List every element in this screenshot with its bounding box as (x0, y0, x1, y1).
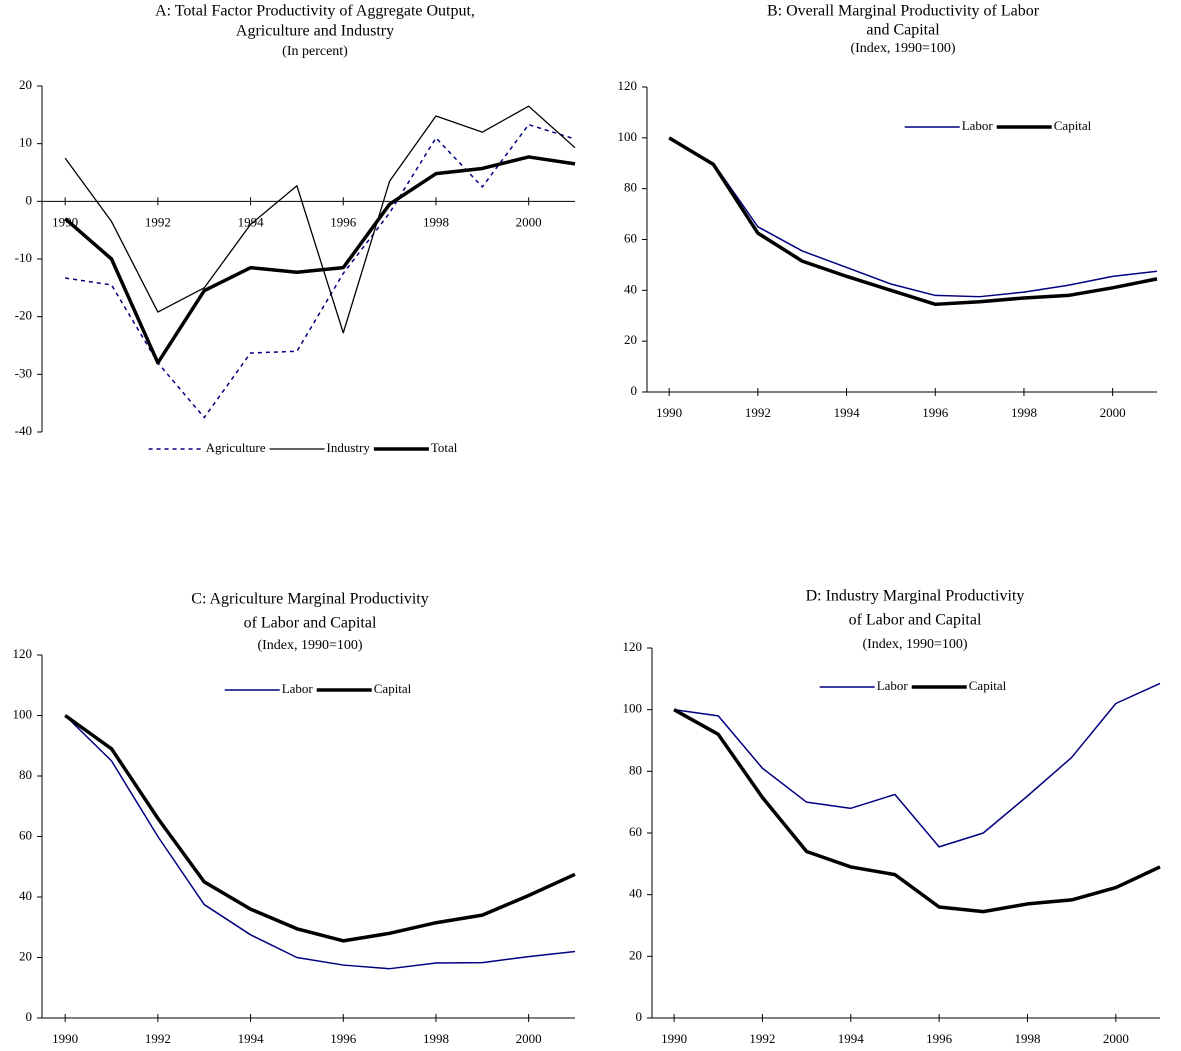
chart-title: and Capital (866, 22, 940, 39)
chart-title: of Labor and Capital (244, 615, 377, 632)
chart-title: of Labor and Capital (849, 612, 982, 629)
legend-label: Agriculture (206, 440, 266, 455)
chart-title: Agriculture and Industry (236, 23, 394, 40)
x-tick-label: 1994 (238, 1031, 265, 1046)
x-tick-label: 1996 (922, 405, 949, 420)
chart-title: A: Total Factor Productivity of Aggregat… (155, 3, 475, 20)
chart-subtitle: (Index, 1990=100) (850, 41, 955, 56)
y-tick-label: 100 (623, 701, 643, 716)
x-tick-label: 1998 (1014, 1031, 1040, 1046)
legend: Agriculture Industry Total (148, 440, 458, 455)
x-tick-label: 1992 (145, 1031, 171, 1046)
legend: Labor Capital (224, 681, 412, 696)
x-tick-label: 1992 (145, 214, 171, 229)
y-tick-label: 10 (19, 135, 32, 150)
y-tick-label: 80 (19, 767, 32, 782)
series-line (673, 708, 1161, 914)
y-tick-label: 40 (624, 281, 637, 296)
y-tick-label: -30 (15, 365, 32, 380)
x-tick-label: 1994 (838, 1031, 865, 1046)
y-tick-label: 80 (624, 180, 637, 195)
y-tick-label: 60 (629, 824, 642, 839)
y-tick-label: 20 (629, 947, 642, 962)
y-tick-label: 40 (19, 888, 32, 903)
y-tick-label: 0 (26, 192, 33, 207)
x-tick-label: 1996 (330, 1031, 357, 1046)
y-tick-label: 0 (26, 1009, 33, 1024)
x-tick-label: 2000 (516, 1031, 542, 1046)
x-tick-label: 1992 (749, 1031, 775, 1046)
series-line (668, 136, 1158, 307)
y-tick-label: 0 (631, 383, 638, 398)
y-tick-label: 100 (618, 129, 638, 144)
panel: B: Overall Marginal Productivity of Labo… (618, 3, 1158, 420)
legend-label: Total (431, 440, 458, 455)
y-tick-label: -40 (15, 423, 32, 438)
y-tick-label: 60 (19, 827, 32, 842)
y-tick-label: 0 (636, 1009, 643, 1024)
y-tick-label: 120 (13, 646, 33, 661)
y-tick-label: 120 (623, 639, 643, 654)
y-tick-label: 120 (618, 78, 638, 93)
y-tick-label: 40 (629, 886, 642, 901)
panel: D: Industry Marginal Productivity of Labo… (623, 588, 1161, 1046)
series-line (668, 137, 1158, 298)
x-tick-label: 2000 (1103, 1031, 1129, 1046)
legend-label: Capital (374, 681, 412, 696)
y-tick-label: 20 (19, 948, 32, 963)
chart-title: C: Agriculture Marginal Productivity (191, 591, 428, 608)
y-tick-label: 20 (624, 332, 637, 347)
x-tick-label: 2000 (516, 214, 542, 229)
series-line (64, 105, 576, 334)
y-tick-label: -10 (15, 250, 32, 265)
series-line (64, 714, 576, 943)
y-tick-label: 60 (624, 230, 637, 245)
chart-title: D: Industry Marginal Productivity (806, 588, 1025, 605)
legend-label: Labor (962, 118, 994, 133)
chart-subtitle: (Index, 1990=100) (862, 637, 967, 652)
series-line (64, 155, 576, 365)
x-tick-label: 1996 (926, 1031, 953, 1046)
x-tick-label: 1992 (745, 405, 771, 420)
series-line (65, 123, 576, 419)
y-tick-label: -20 (15, 308, 32, 323)
panel: C: Agriculture Marginal Productivity of L… (13, 591, 576, 1046)
legend-label: Labor (877, 678, 909, 693)
y-tick-label: 20 (19, 77, 32, 92)
legend-label: Industry (327, 440, 371, 455)
x-tick-label: 1998 (423, 1031, 449, 1046)
chart-title: B: Overall Marginal Productivity of Labo… (767, 3, 1040, 20)
chart-subtitle: (Index, 1990=100) (257, 638, 362, 653)
legend: Labor Capital (819, 678, 1007, 693)
y-tick-label: 80 (629, 762, 642, 777)
series-line (673, 682, 1161, 848)
x-tick-label: 1990 (656, 405, 682, 420)
legend-label: Capital (1054, 118, 1092, 133)
x-tick-label: 1994 (834, 405, 861, 420)
panel: A: Total Factor Productivity of Aggregat… (15, 3, 576, 455)
x-tick-label: 1996 (330, 214, 357, 229)
legend-label: Labor (282, 681, 314, 696)
x-tick-label: 2000 (1100, 405, 1126, 420)
chart-subtitle: (In percent) (282, 44, 348, 59)
series-line (64, 714, 576, 970)
legend: Labor Capital (904, 118, 1092, 133)
legend-label: Capital (969, 678, 1007, 693)
x-tick-label: 1998 (423, 214, 449, 229)
x-tick-label: 1990 (52, 1031, 78, 1046)
y-tick-label: 100 (13, 706, 33, 721)
x-tick-label: 1998 (1011, 405, 1037, 420)
x-tick-label: 1990 (661, 1031, 687, 1046)
